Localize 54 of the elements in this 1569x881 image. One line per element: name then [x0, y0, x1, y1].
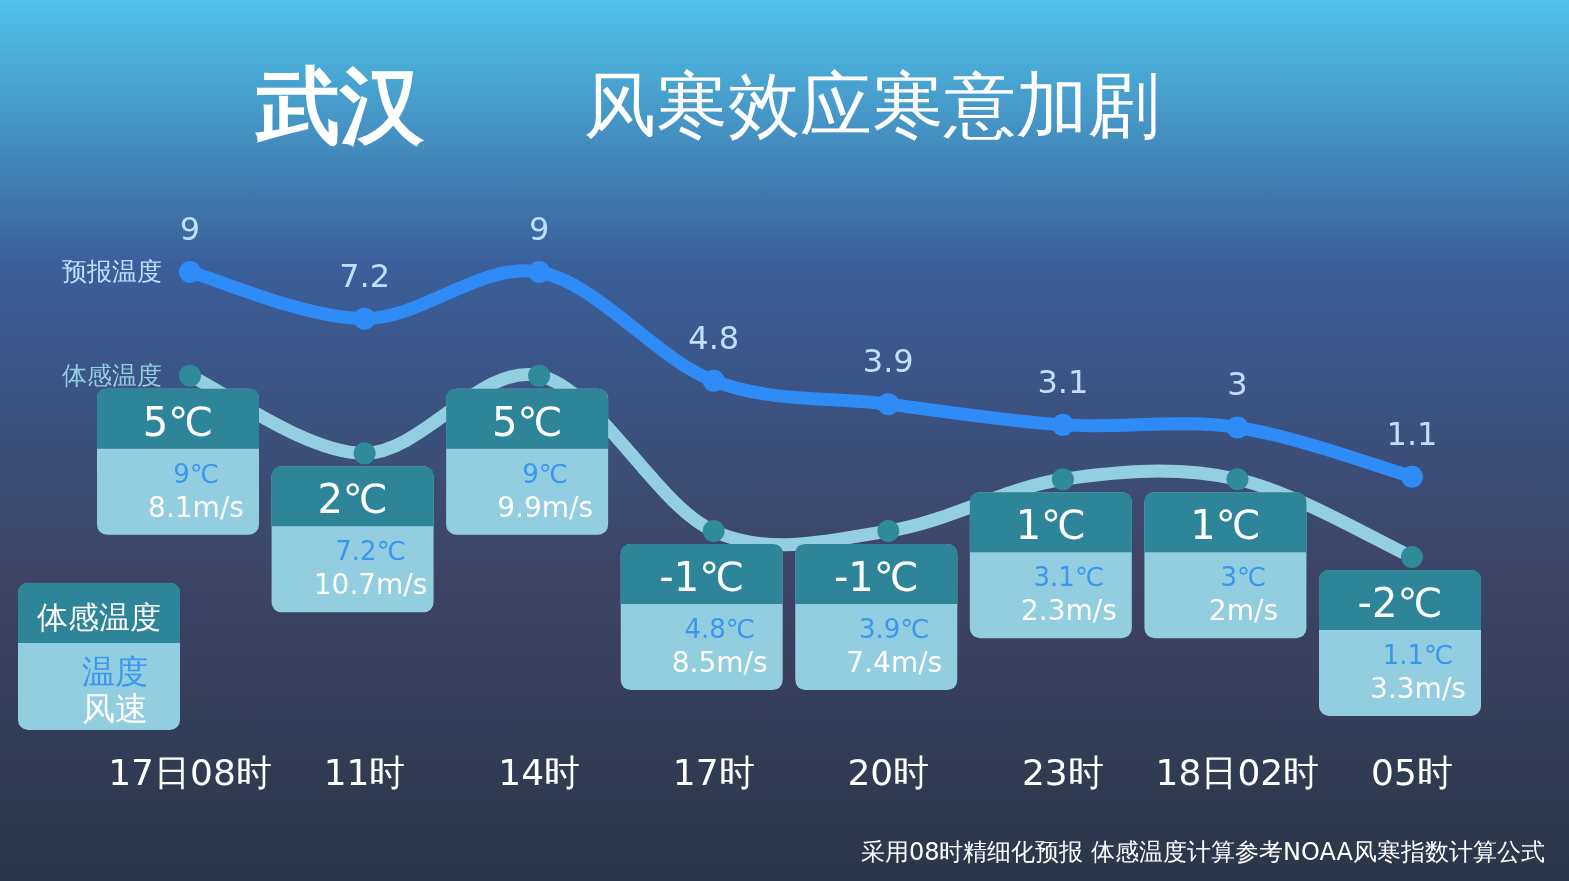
x-tick-label: 17日08时	[108, 752, 272, 793]
series-label: 体感温度	[62, 360, 162, 390]
text: 1.1℃	[1382, 640, 1454, 670]
text: 3℃	[1220, 562, 1267, 593]
text: 7.4m/s	[846, 646, 943, 680]
x-tick-label: 20时	[847, 752, 930, 793]
point	[1226, 416, 1249, 439]
annotation: 7.2℃	[335, 536, 406, 567]
data-label: 3.1	[1037, 362, 1089, 401]
text: 2m/s	[1208, 594, 1278, 628]
chart-title: 武汉	[255, 57, 425, 155]
data-label: -1℃	[659, 554, 745, 601]
data-label: 5℃	[142, 398, 214, 445]
point	[702, 369, 725, 392]
data-label: 1.1	[1386, 414, 1438, 453]
data-label: 2℃	[317, 476, 388, 523]
x-tick-label: 11时	[323, 752, 406, 793]
data-label: 4.8	[688, 318, 740, 357]
text: 4.8℃	[684, 614, 755, 645]
data-label: 9	[179, 210, 201, 248]
chart-subtitle: 风寒效应寒意加剧	[584, 63, 1160, 147]
data-label: 3.9	[862, 342, 914, 381]
data-label: 1℃	[1015, 502, 1087, 549]
point	[528, 261, 551, 283]
x-tick-label: 05时	[1371, 752, 1453, 793]
data-label: 9	[528, 210, 550, 248]
text: 3.9℃	[859, 614, 930, 645]
series-label: 预报温度	[62, 257, 162, 286]
text: 3.3m/s	[1370, 672, 1466, 705]
text: 采用08时精细化预报 体感温度计算参考NOAA风寒指数计算公式	[860, 838, 1545, 866]
x-tick-label: 18日02时	[1155, 752, 1320, 793]
legend: 体感温度 温度 风速	[18, 583, 180, 730]
point	[1401, 465, 1423, 488]
annotation: 9.9m/s	[497, 490, 594, 524]
annotation: 9℃	[522, 458, 569, 489]
data-label: 1℃	[1190, 502, 1261, 549]
data-label: -1℃	[833, 554, 919, 601]
text: 2.3m/s	[1020, 594, 1117, 628]
text: 8.5m/s	[671, 646, 768, 680]
point	[877, 393, 900, 416]
data-label: -2℃	[1357, 580, 1443, 626]
x-tick-label: 14时	[498, 752, 581, 793]
text: 10.7m/s	[313, 568, 428, 602]
annotation: 8.1m/s	[148, 490, 244, 524]
annotation: 9℃	[173, 458, 219, 489]
point	[1051, 413, 1074, 436]
point	[353, 307, 376, 330]
x-tick-label: 17时	[672, 752, 755, 793]
data-label: 7.2	[339, 256, 391, 295]
text: 3.1℃	[1033, 562, 1105, 593]
data-label: 5℃	[491, 398, 563, 445]
point	[179, 261, 201, 283]
data-label: 3	[1227, 365, 1248, 404]
x-tick-label: 23时	[1021, 752, 1104, 793]
